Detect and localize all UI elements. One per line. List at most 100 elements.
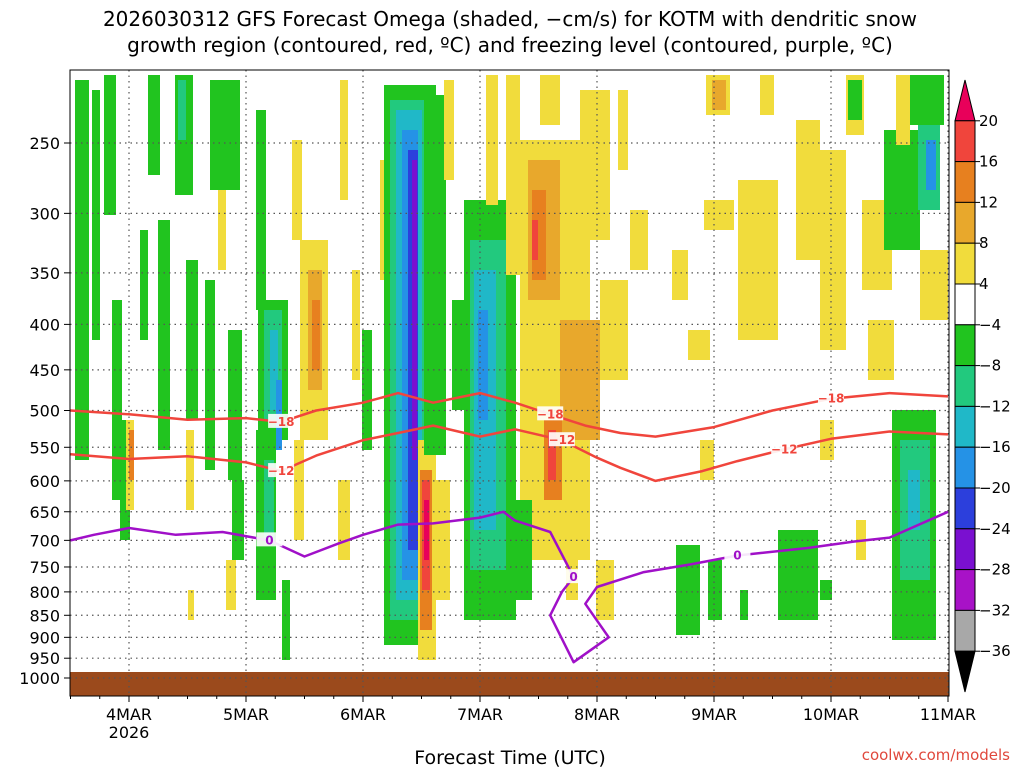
y-tick-label: 900 [29,628,60,647]
shade-green [158,220,170,450]
shade-blue [478,310,488,420]
shade-yellow [444,80,454,180]
colorbar-label: 12 [979,193,998,211]
shade-yellow [700,440,714,480]
shade-green [228,330,242,480]
shade-green [120,420,130,540]
contour--18 [70,391,949,438]
shade-green [256,110,266,310]
shade-yellow [672,250,688,300]
y-tick-label: 800 [29,583,60,602]
shade-green [778,530,818,620]
shade-yellow [704,200,734,230]
y-tick-label: 700 [29,531,60,550]
shade-yellow [688,330,710,360]
shade-green [424,95,446,455]
colorbar-swatch [954,283,976,326]
colorbar-label: −32 [979,601,1011,619]
shade-yellow [618,90,628,170]
terrain-ground [70,672,949,696]
x-tick-label: 11MAR [920,705,976,724]
shade-teal [178,80,186,140]
shade-green [452,300,464,410]
x-axis-year: 2026 [109,723,150,742]
chart-title-line1: 2026030312 GFS Forecast Omega (shaded, −… [103,7,917,31]
y-tick-label: 1000 [19,669,60,688]
contour-label: −12 [549,433,576,447]
colorbar-label: −36 [979,642,1011,660]
shade-green [362,330,372,450]
contour-label-bg [771,441,798,456]
shade-magenta [424,500,429,560]
y-tick-label: 600 [29,472,60,491]
shade-orange [312,300,320,370]
shade-yellow [218,150,226,270]
credit-text[interactable]: coolwx.com/models [862,746,1010,764]
colorbar-label: −4 [979,316,1001,334]
contour--12 [70,424,949,483]
colorbar-swatch [954,242,976,285]
shade-yellow [352,270,360,380]
plot-area: −18 −18 −18 −12 −12 −12 0 0 0 [70,70,949,696]
colorbar-label: 20 [979,112,998,130]
contour-label: 0 [569,570,577,584]
shade-yellow [760,75,774,115]
colorbar-swatch [954,609,976,652]
x-tick-label: 5MAR [223,705,269,724]
colorbar-swatch [954,161,976,203]
shade-green [112,300,122,500]
colorbar-label: 8 [979,234,989,252]
shade-orange [712,80,726,110]
colorbar-label: −28 [979,561,1011,579]
colorbar-swatch [954,650,976,693]
colorbar-swatch [954,201,976,244]
x-tick-label: 8MAR [574,705,620,724]
x-axis: 4MAR 5MAR 6MAR 7MAR 8MAR 9MAR 10MAR 11MAR [70,696,976,724]
shade-green [232,480,244,560]
x-tick-label: 9MAR [691,705,737,724]
colorbar-label: −20 [979,479,1011,497]
shade-yellow [596,560,614,620]
y-tick-label: 250 [29,134,60,153]
shade-yellow [436,480,450,600]
shade-yellow [820,150,846,350]
shade-yellow [896,75,910,145]
y-tick-label: 500 [29,402,60,421]
shade-red [548,430,556,480]
contour-label: −18 [268,415,295,429]
colorbar-swatch [954,120,976,163]
grid-lines [70,70,949,696]
contour-lines: −18 −18 −18 −12 −12 −12 0 0 0 [70,390,949,664]
y-tick-label: 850 [29,606,60,625]
contour-label-bg [256,532,283,547]
contour-label: 0 [265,533,273,547]
shade-yellow [920,250,948,320]
chart-title-line2: growth region (contoured, red, ºC) and f… [127,33,893,57]
y-tick-label: 300 [29,204,60,223]
colorbar-label: −16 [979,438,1011,456]
shade-green [848,80,862,120]
colorbar-swatch [954,365,976,407]
shade-green [512,500,532,600]
shade-green [740,590,748,620]
shade-yellow [292,140,302,240]
colorbar-label: 16 [979,153,998,171]
y-axis: 250 300 350 400 450 500 550 600 650 700 750 800 850 9… [19,134,70,688]
shade-yellow [294,440,304,540]
shade-green [884,130,920,250]
shade-cyan [926,140,936,190]
shade-yellow [506,75,520,275]
colorbar-swatch [954,324,976,367]
contour-label-bg [268,463,295,478]
colorbar-label: 4 [979,275,989,293]
shade-yellow [796,120,820,260]
shade-yellow [868,320,894,380]
shade-yellow [486,75,498,205]
y-tick-label: 400 [29,315,60,334]
y-tick-label: 650 [29,503,60,522]
contour-label-bg [724,547,751,562]
y-tick-label: 950 [29,649,60,668]
shade-green [708,560,722,620]
shade-yellow [630,210,648,270]
contour-label: −18 [537,407,564,421]
